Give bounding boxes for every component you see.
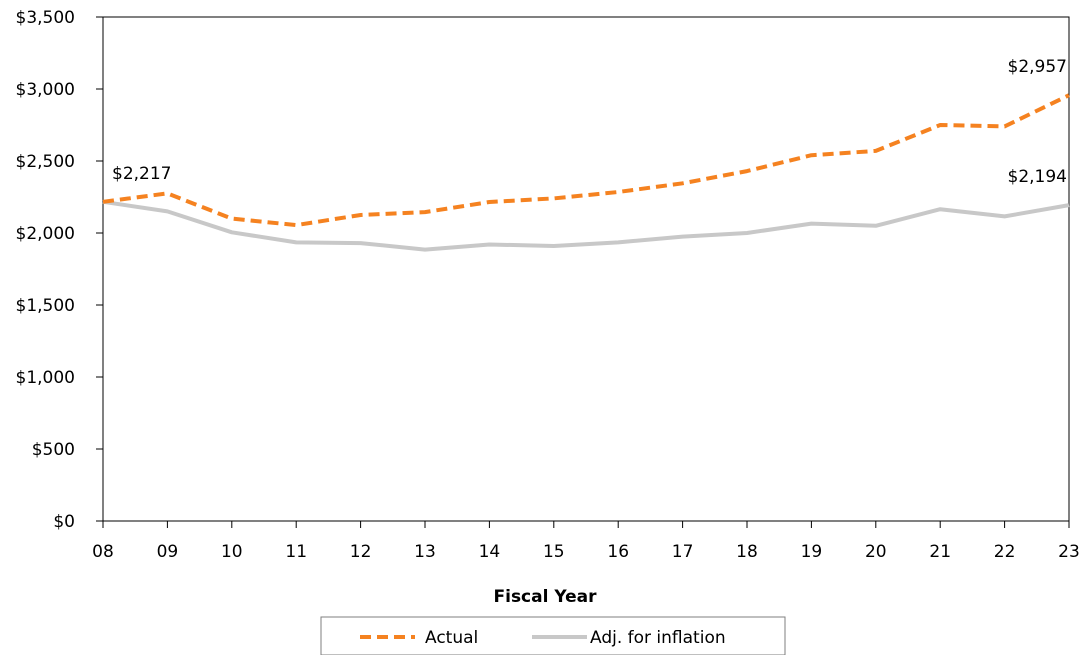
x-tick-label: 22	[994, 542, 1016, 562]
y-tick-label: $1,500	[16, 296, 75, 316]
x-axis: 08 09 10 11 12 13 14 15 16 17 18 19 20 21 22 23	[92, 521, 1080, 562]
y-axis: $0 $500 $1,000 $1,500 $2,000 $2,500 $3,000 $3,5…	[16, 8, 103, 532]
series-adjusted-line	[102, 199, 1070, 252]
x-tick-label: 14	[479, 542, 501, 562]
legend-label-actual: Actual	[425, 628, 478, 648]
plot-border	[102, 16, 1070, 522]
y-tick-label: $2,000	[16, 224, 75, 244]
x-tick-label: 17	[672, 542, 694, 562]
x-tick-label: 13	[414, 542, 436, 562]
plot-area	[102, 16, 1070, 522]
data-label: $2,217	[112, 164, 171, 184]
x-tick-label: 08	[92, 542, 114, 562]
x-tick-label: 19	[801, 542, 823, 562]
legend-label-adjusted: Adj. for inflation	[590, 628, 726, 648]
x-tick-label: 18	[736, 542, 758, 562]
y-tick-label: $3,500	[16, 8, 75, 28]
x-tick-label: 20	[865, 542, 887, 562]
legend: Actual Adj. for inflation	[320, 616, 786, 655]
series-lines	[102, 93, 1070, 252]
x-tick-label: 12	[350, 542, 372, 562]
y-tick-label: $3,000	[16, 80, 75, 100]
x-tick-label: 11	[285, 542, 307, 562]
y-tick-label: $2,500	[16, 152, 75, 172]
y-tick-label: $1,000	[16, 368, 75, 388]
x-tick-label: 16	[607, 542, 629, 562]
y-tick-label: $500	[32, 440, 75, 460]
data-label: $2,194	[1008, 167, 1067, 187]
x-axis-title: Fiscal Year	[494, 587, 598, 607]
data-label: $2,957	[1008, 57, 1067, 77]
x-tick-label: 21	[929, 542, 951, 562]
series-actual-line	[102, 93, 1070, 228]
x-tick-label: 23	[1058, 542, 1080, 562]
x-tick-label: 09	[157, 542, 179, 562]
data-labels: $2,217 $2,957 $2,194	[112, 57, 1067, 187]
y-tick-label: $0	[53, 512, 75, 532]
x-tick-label: 15	[543, 542, 565, 562]
x-tick-label: 10	[221, 542, 243, 562]
